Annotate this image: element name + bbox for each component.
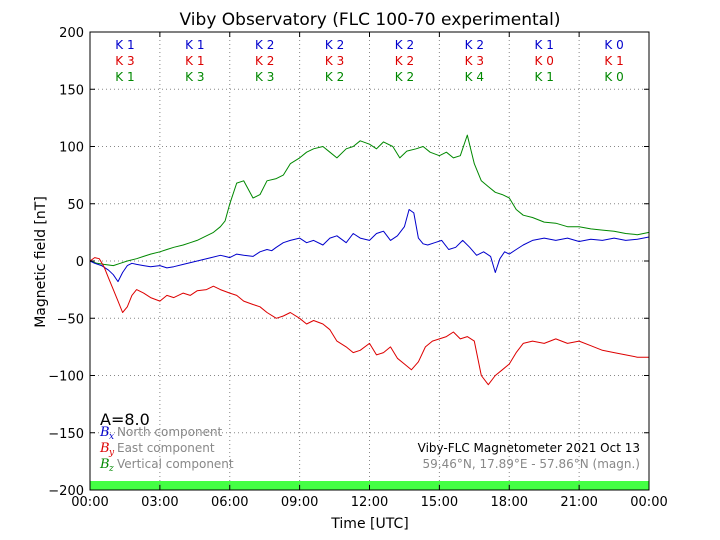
y-axis-label: Magnetic field [nT] bbox=[33, 196, 49, 328]
legend-symbol: B bbox=[99, 457, 110, 472]
plot-area: K 1 K 1 K 2 K 2 K 2 K 2 K 1 K 0 K 3 K 1 K 2 K 3 K 2 K… bbox=[48, 26, 667, 510]
y-tick-label: 0 bbox=[76, 255, 84, 270]
k-index-label: K 1 bbox=[115, 70, 134, 84]
legend-label: North component bbox=[117, 425, 223, 439]
k-index-label: K 1 bbox=[535, 38, 554, 52]
x-tick-label: 03:00 bbox=[141, 495, 178, 510]
legend-symbol: B bbox=[99, 425, 110, 440]
grid-lines bbox=[90, 32, 649, 490]
x-tick-label: 15:00 bbox=[421, 495, 458, 510]
series-line-z bbox=[89, 134, 650, 267]
k-index-label: K 3 bbox=[255, 70, 274, 84]
x-tick-label: 00:00 bbox=[71, 495, 108, 510]
k-index-label: K 0 bbox=[535, 54, 554, 68]
legend-subscript: x bbox=[109, 432, 114, 442]
legend-subscript: y bbox=[108, 448, 115, 458]
k-index-label: K 1 bbox=[535, 70, 554, 84]
k-index-label: K 2 bbox=[395, 54, 414, 68]
k-index-label: K 0 bbox=[604, 38, 623, 52]
k-index-label: K 1 bbox=[115, 38, 134, 52]
k-index-label: K 3 bbox=[185, 70, 204, 84]
series-line-x bbox=[89, 209, 650, 283]
axis-ticks: 00:00 03:00 06:00 09:00 12:00 15:00 18:00 21:00… bbox=[48, 26, 667, 510]
k-index-label: K 2 bbox=[395, 70, 414, 84]
legend-label: Vertical component bbox=[117, 457, 234, 471]
x-tick-label: 09:00 bbox=[281, 495, 318, 510]
k-index-label: K 3 bbox=[465, 54, 484, 68]
y-tick-label: 50 bbox=[67, 198, 84, 213]
y-tick-label: −200 bbox=[48, 484, 84, 499]
y-tick-label: −100 bbox=[48, 370, 84, 385]
footer-line-1: Viby-FLC Magnetometer 2021 Oct 13 bbox=[418, 441, 640, 455]
series-line-y bbox=[89, 257, 649, 386]
y-tick-label: −150 bbox=[48, 427, 84, 442]
activity-index: A=8.0 bbox=[100, 410, 150, 429]
k-index-label: K 1 bbox=[185, 38, 204, 52]
k-index-label: K 4 bbox=[465, 70, 484, 84]
k-index-label: K 3 bbox=[325, 54, 344, 68]
y-tick-label: 100 bbox=[59, 141, 84, 156]
legend-symbol: B bbox=[99, 441, 110, 456]
k-index-label: K 2 bbox=[325, 70, 344, 84]
y-tick-label: −50 bbox=[57, 312, 84, 327]
chart-title: Viby Observatory (FLC 100-70 experimenta… bbox=[180, 10, 561, 30]
k-index-label: K 0 bbox=[604, 70, 623, 84]
k-index-label: K 3 bbox=[115, 54, 134, 68]
series-lines bbox=[89, 134, 650, 386]
k-index-table: K 1 K 1 K 2 K 2 K 2 K 2 K 1 K 0 K 3 K 1 K 2 K 3 K 2 K… bbox=[115, 38, 623, 84]
k-index-label: K 2 bbox=[465, 38, 484, 52]
x-tick-label: 12:00 bbox=[351, 495, 388, 510]
x-tick-label: 21:00 bbox=[560, 495, 597, 510]
x-tick-label: 00:00 bbox=[630, 495, 667, 510]
x-axis-label: Time [UTC] bbox=[330, 516, 408, 532]
x-tick-label: 18:00 bbox=[491, 495, 528, 510]
x-tick-label: 06:00 bbox=[211, 495, 248, 510]
k-index-label: K 1 bbox=[185, 54, 204, 68]
legend-label: East component bbox=[117, 441, 215, 455]
k-index-label: K 2 bbox=[255, 38, 274, 52]
k-index-label: K 1 bbox=[604, 54, 623, 68]
y-tick-label: 200 bbox=[59, 26, 84, 41]
k-index-label: K 2 bbox=[395, 38, 414, 52]
footer-line-2: 59.46°N, 17.89°E - 57.86°N (magn.) bbox=[423, 457, 640, 471]
y-tick-label: 150 bbox=[59, 83, 84, 98]
k-index-label: K 2 bbox=[255, 54, 274, 68]
legend-subscript: z bbox=[108, 464, 114, 474]
k-index-label: K 2 bbox=[325, 38, 344, 52]
